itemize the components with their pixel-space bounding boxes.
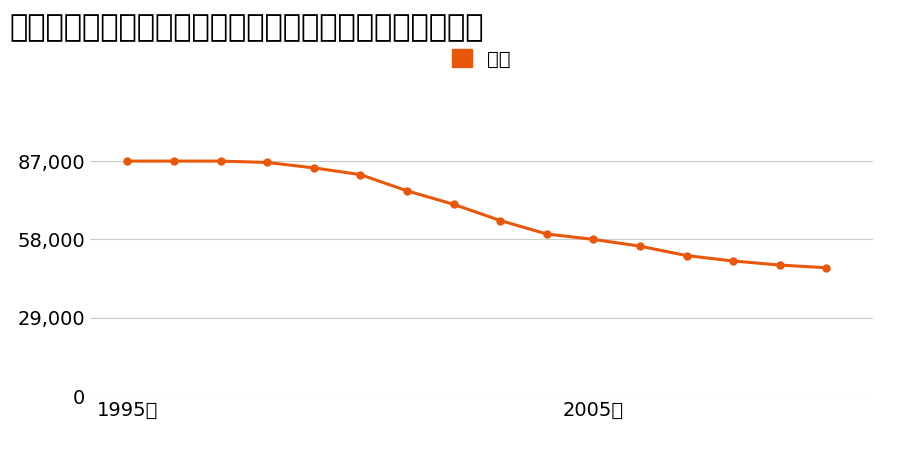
Legend: 価格: 価格 bbox=[452, 50, 511, 69]
Text: 群馬県多野郡吉井町大字吉井字北町１３２番３の地価推移: 群馬県多野郡吉井町大字吉井字北町１３２番３の地価推移 bbox=[9, 14, 483, 42]
